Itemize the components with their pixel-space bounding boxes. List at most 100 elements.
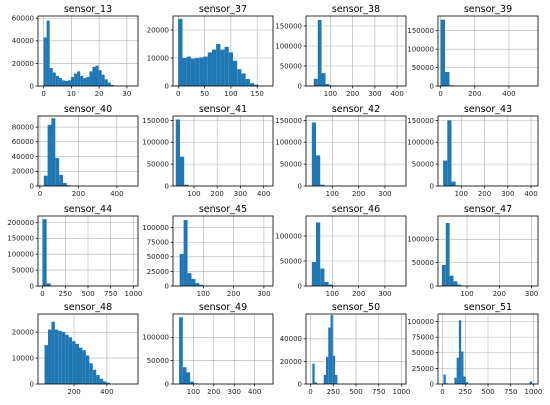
- subplot-sensor-49: 100 200 300 400 0 50000 100000 sensor_49: [142, 302, 274, 396]
- axes-frame: [37, 313, 139, 385]
- x-tick-label: 100: [326, 290, 339, 298]
- x-tick-label: 200: [468, 90, 481, 98]
- histogram-bar: [190, 58, 196, 86]
- y-tick-label: 0: [165, 182, 169, 190]
- histogram-bar: [51, 321, 55, 384]
- y-tick-label: 150000: [407, 27, 434, 35]
- histogram-bar: [89, 363, 93, 384]
- y-tick-label: 0: [165, 282, 169, 290]
- axes-frame: [437, 215, 539, 287]
- histogram-bar: [320, 268, 325, 286]
- histogram-bar: [199, 57, 204, 86]
- axes-frame: [305, 15, 407, 87]
- histogram-bar: [107, 82, 111, 86]
- y-tick-label: 0: [165, 380, 169, 388]
- histogram-bar: [211, 49, 217, 86]
- histogram-bar: [43, 175, 48, 186]
- histogram-bar: [83, 78, 87, 86]
- histogram-bar: [312, 363, 315, 384]
- histogram-bar: [330, 315, 333, 384]
- x-tick-label: 100: [187, 388, 200, 396]
- y-tick-label: 50000: [280, 161, 302, 169]
- histogram-bar: [314, 382, 317, 384]
- x-tick-label: 10: [67, 90, 76, 98]
- histogram-bar: [245, 79, 250, 86]
- histogram-bar: [249, 83, 255, 86]
- histogram-bar: [46, 20, 50, 86]
- y-tick-label: 50000: [412, 64, 434, 72]
- x-tick-label: 400: [248, 388, 261, 396]
- histogram-bar: [311, 122, 316, 186]
- subplot-title: sensor_42: [332, 104, 380, 115]
- axes-frame: [437, 15, 539, 87]
- subplot-sensor-40: 0 200 400 0 20000 40000 60000 80000 sensor_40: [12, 104, 139, 198]
- axes-frame: [172, 115, 274, 187]
- histogram-bar: [68, 337, 73, 384]
- subplot-sensor-45: 100 200 300 0 25000 50000 75000 100000 sensor_45: [142, 204, 274, 298]
- histogram-bar: [92, 66, 96, 86]
- y-tick-label: 150000: [275, 117, 302, 125]
- histogram-bar: [456, 357, 459, 384]
- histogram-bar: [98, 70, 102, 86]
- axes-frame: [437, 115, 539, 187]
- histogram-bar: [220, 49, 225, 86]
- histogram-bar: [82, 350, 86, 384]
- histogram-bar: [195, 283, 200, 286]
- x-tick-label: 50: [200, 90, 209, 98]
- histogram-bar: [55, 75, 59, 86]
- y-tick-label: 100000: [407, 236, 434, 244]
- y-tick-label: 100000: [407, 318, 434, 326]
- histogram-bar: [71, 76, 75, 86]
- x-tick-label: 150: [251, 90, 264, 98]
- y-tick-label: 50000: [12, 266, 34, 274]
- y-tick-label: 25000: [412, 365, 434, 373]
- histogram-bar: [96, 374, 100, 384]
- histogram-bar: [178, 18, 183, 86]
- histogram-bar: [326, 356, 329, 384]
- x-tick-label: 400: [390, 90, 403, 98]
- x-tick-label: 500: [349, 388, 362, 396]
- y-tick-label: 25000: [147, 268, 169, 276]
- x-tick-label: 100: [326, 190, 339, 198]
- y-tick-label: 100000: [142, 224, 169, 232]
- histogram-bar: [49, 67, 53, 86]
- x-tick-label: 500: [481, 388, 494, 396]
- y-tick-label: 0: [298, 282, 302, 290]
- x-tick-label: 300: [257, 290, 270, 298]
- y-tick-label: 20000: [280, 358, 302, 366]
- histogram-bar: [187, 273, 192, 286]
- histogram-bar: [457, 284, 462, 286]
- histogram-bar: [43, 37, 47, 86]
- histogram-bar: [461, 351, 464, 384]
- y-tick-label: 0: [430, 182, 434, 190]
- y-tick-label: 40000: [12, 153, 34, 161]
- subplot-title: sensor_43: [464, 104, 512, 115]
- x-tick-label: 400: [257, 190, 270, 198]
- histogram-bar: [453, 281, 458, 286]
- x-tick-label: 200: [72, 190, 85, 198]
- histogram-bar: [443, 374, 446, 384]
- histogram-bar: [89, 71, 93, 86]
- y-tick-label: 150000: [7, 235, 34, 243]
- histogram-bar: [86, 76, 90, 86]
- axes-frame: [305, 115, 407, 187]
- histogram-bar: [203, 56, 208, 86]
- histogram-bar: [184, 184, 189, 186]
- subplot-title: sensor_37: [199, 4, 247, 15]
- histogram-bar: [529, 381, 533, 384]
- histogram-bar: [316, 155, 321, 186]
- x-tick-label: 1000: [125, 290, 143, 298]
- subplot-title: sensor_40: [64, 104, 112, 115]
- axes-frame: [305, 215, 407, 287]
- x-tick-label: 750: [104, 290, 117, 298]
- histogram-bar: [328, 284, 333, 286]
- histogram-bar: [72, 341, 76, 384]
- y-tick-label: 60000: [12, 15, 34, 23]
- histogram-bar: [186, 372, 191, 384]
- histogram-bar: [328, 327, 331, 384]
- x-tick-label: 250: [59, 290, 72, 298]
- x-tick-label: 200: [478, 190, 491, 198]
- histogram-bar: [325, 84, 330, 86]
- x-tick-label: 300: [378, 290, 391, 298]
